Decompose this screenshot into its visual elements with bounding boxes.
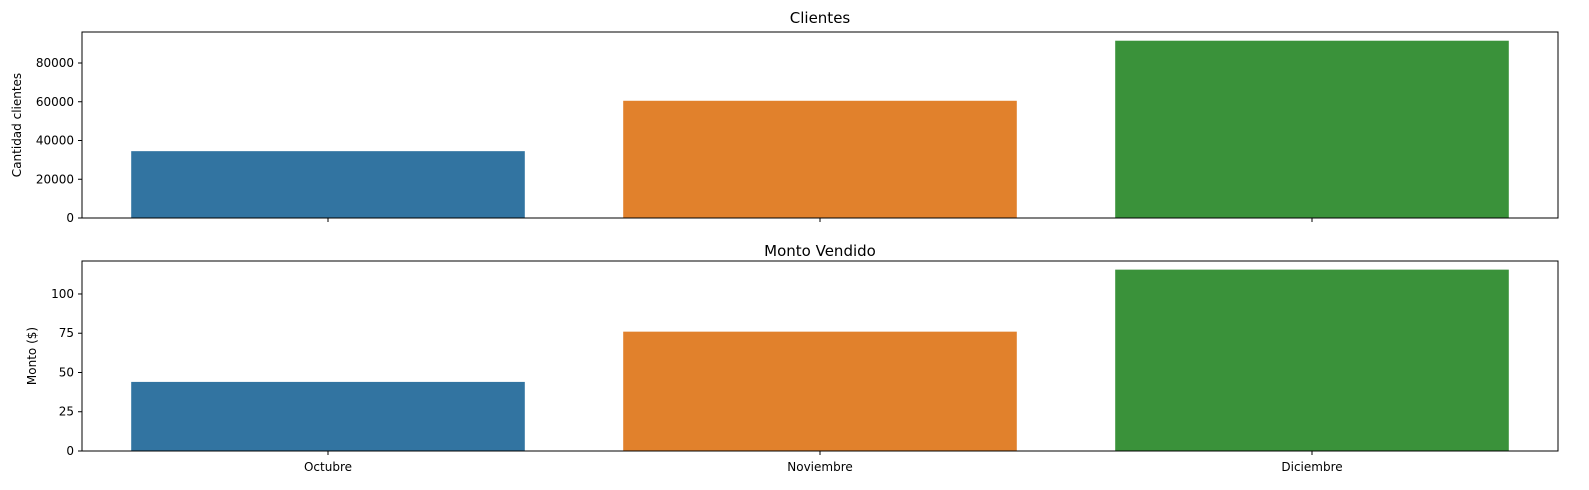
- y-tick-label: 0: [66, 211, 74, 225]
- y-tick-label: 80000: [36, 56, 74, 70]
- y-tick-label: 20000: [36, 172, 74, 186]
- y-tick-label: 25: [59, 405, 74, 419]
- bar-octubre: [131, 151, 525, 218]
- y-tick-label: 75: [59, 326, 74, 340]
- y-tick-label: 0: [66, 444, 74, 458]
- x-tick-label: Noviembre: [787, 460, 853, 474]
- axes-frame: [81, 260, 1559, 452]
- bar-diciembre: [1115, 40, 1509, 218]
- monto-vendido-chart: Monto Vendido Monto ($) 0 25 50 75 100 Octubr…: [25, 242, 1559, 474]
- bar-diciembre: [1115, 269, 1509, 451]
- y-axis-label: Monto ($): [25, 327, 39, 385]
- x-tick-label: Diciembre: [1281, 460, 1342, 474]
- x-tick-label: Octubre: [304, 460, 352, 474]
- y-tick-label: 50: [59, 365, 74, 379]
- y-tick-label: 40000: [36, 134, 74, 148]
- y-tick-label: 100: [51, 287, 74, 301]
- y-axis-label: Cantidad clientes: [10, 73, 24, 177]
- chart-title: Monto Vendido: [764, 242, 876, 260]
- bar-octubre: [131, 381, 525, 451]
- clientes-chart: Clientes Cantidad clientes 0 20000 40000 60…: [10, 9, 1559, 225]
- bar-noviembre: [623, 100, 1017, 218]
- bar-noviembre: [623, 331, 1017, 451]
- axes-frame: [81, 31, 1559, 219]
- chart-title: Clientes: [790, 9, 851, 27]
- y-tick-label: 60000: [36, 95, 74, 109]
